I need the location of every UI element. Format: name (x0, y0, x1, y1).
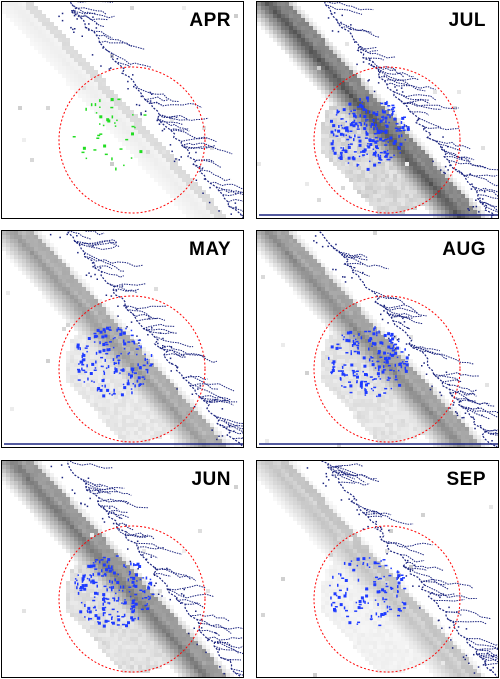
coastline (313, 231, 498, 447)
observation-points (328, 326, 409, 398)
month-label-aug: AUG (442, 239, 486, 260)
month-label-may: MAY (189, 239, 231, 260)
map-panel-sep: SEP (256, 460, 499, 678)
study-area-circle (58, 295, 206, 443)
map-jul (257, 2, 498, 218)
study-area-circle (313, 66, 461, 214)
shelf-shading (2, 231, 234, 447)
map-panel-may: MAY (1, 230, 244, 448)
observation-points (329, 557, 407, 627)
coastline (49, 231, 243, 447)
coastline (306, 461, 498, 677)
coastline (58, 2, 243, 218)
map-sep (257, 461, 498, 677)
study-area-circle (58, 66, 206, 214)
observation-points (76, 326, 154, 398)
map-panel-apr: APR (1, 1, 244, 219)
coastline (324, 2, 498, 218)
map-panel-jul: JUL (256, 1, 499, 219)
shelf-shading (2, 2, 238, 218)
observation-points (74, 555, 155, 628)
shelf-shading (2, 461, 238, 677)
shelf-shading (257, 461, 493, 677)
map-jun (2, 461, 243, 677)
observation-points (330, 96, 410, 171)
observation-points (72, 98, 147, 171)
month-label-apr: APR (189, 10, 231, 31)
month-label-jun: JUN (191, 469, 231, 490)
map-aug (257, 231, 498, 447)
coastline (50, 461, 243, 677)
study-area-circle (58, 525, 206, 673)
study-area-circle (313, 525, 461, 673)
study-area-circle (313, 295, 461, 443)
month-label-sep: SEP (446, 469, 486, 490)
map-panel-aug: AUG (256, 230, 499, 448)
month-label-jul: JUL (448, 10, 486, 31)
map-panel-jun: JUN (1, 460, 244, 678)
shelf-shading (257, 2, 489, 218)
map-may (2, 231, 243, 447)
map-apr (2, 2, 243, 218)
